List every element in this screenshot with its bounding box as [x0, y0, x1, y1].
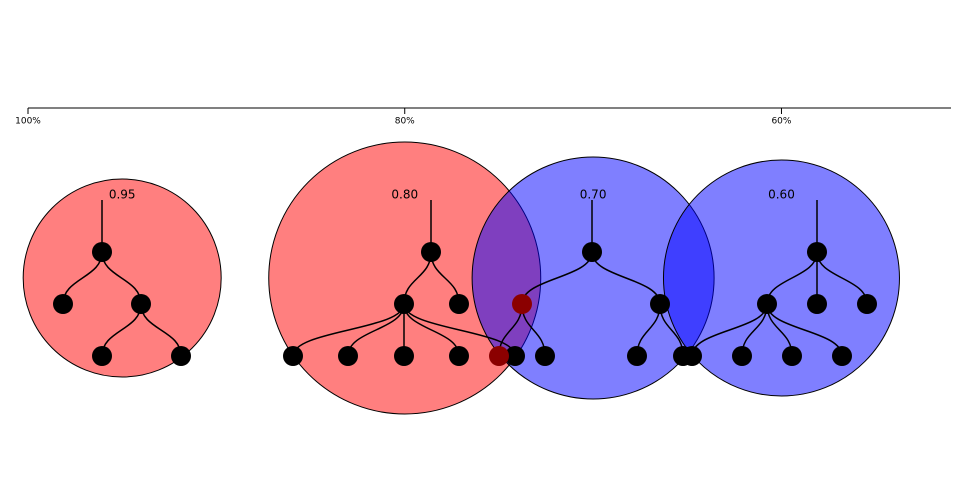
tree-node: [627, 346, 647, 366]
tick-label: 100%: [15, 117, 41, 127]
cluster-circle: [662, 159, 900, 397]
cluster-label: 0.95: [109, 188, 136, 202]
tick-label: 60%: [771, 117, 791, 127]
tree-node: [505, 346, 525, 366]
tree-node: [449, 346, 469, 366]
tree-node: [394, 346, 414, 366]
tree-node: [682, 346, 702, 366]
tree-node: [757, 294, 777, 314]
cluster-label: 0.60: [768, 188, 795, 202]
tick-label: 80%: [395, 117, 415, 127]
tree-node: [582, 242, 602, 262]
tree-node: [92, 242, 112, 262]
tree-node: [857, 294, 877, 314]
tree-node: [489, 346, 509, 366]
tree-node: [807, 294, 827, 314]
tree-node: [807, 242, 827, 262]
tree-node: [512, 294, 532, 314]
tree-node: [53, 294, 73, 314]
tree-node: [92, 346, 112, 366]
tree-node: [421, 242, 441, 262]
cluster-label: 0.80: [391, 188, 418, 202]
tree-node: [394, 294, 414, 314]
tree-node: [283, 346, 303, 366]
clusters: 0.95 0.80 0.70 0.60: [22, 141, 900, 415]
nodes: [53, 242, 877, 366]
tree-node: [535, 346, 555, 366]
tree-node: [732, 346, 752, 366]
tree-node: [171, 346, 191, 366]
tree-node: [832, 346, 852, 366]
tree-node: [131, 294, 151, 314]
tree-node: [650, 294, 670, 314]
tree-node: [449, 294, 469, 314]
axis: 100% 80% 60%: [15, 107, 951, 127]
tree-node: [338, 346, 358, 366]
tree-node: [782, 346, 802, 366]
cluster-label: 0.70: [580, 188, 607, 202]
